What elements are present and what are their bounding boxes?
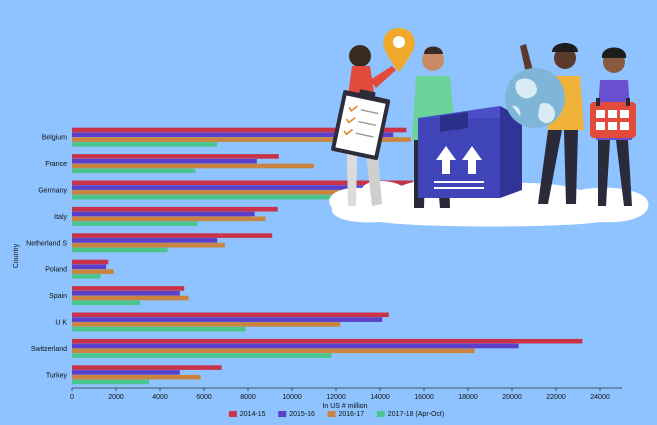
- bar-france-2016-17: [72, 163, 314, 169]
- location-pin-icon: [383, 28, 415, 72]
- bar-switzerland-2017-18-apr-oct-: [72, 353, 332, 358]
- bar-italy-2014-15: [72, 206, 278, 212]
- globe-icon: [505, 68, 565, 128]
- category-label: Turkey: [46, 372, 68, 379]
- x-tick-label: 18000: [458, 394, 478, 401]
- bar-belgium-2015-16: [72, 132, 394, 138]
- category-label: U K: [55, 320, 67, 327]
- calendar-icon: [590, 98, 636, 138]
- bar-france-2015-16: [72, 158, 257, 164]
- bar-turkey-2014-15: [72, 365, 222, 370]
- legend-swatch: [376, 411, 385, 417]
- x-tick-label: 14000: [370, 394, 390, 401]
- category-labels: Belgium France Germany Italy Netherland S Pol…: [26, 135, 67, 380]
- bars-group: [72, 127, 583, 385]
- legend-label: 2015-16: [289, 411, 315, 418]
- bar-netherland-s-2014-15: [72, 233, 273, 238]
- bar-spain-2014-15: [72, 286, 185, 291]
- clipboard-checklist-icon: [331, 89, 391, 161]
- bar-poland-2014-15: [72, 259, 109, 265]
- x-tick-label: 4000: [152, 394, 168, 401]
- bar-switzerland-2015-16: [72, 343, 519, 349]
- bar-netherland-s-2016-17: [72, 242, 225, 248]
- bar-poland-2017-18-apr-oct-: [72, 274, 101, 279]
- legend-swatch: [278, 411, 287, 417]
- category-label: France: [45, 161, 67, 168]
- bar-belgium-2016-17: [72, 137, 411, 142]
- bar-germany-2014-15: [72, 180, 413, 186]
- bar-spain-2015-16: [72, 290, 180, 296]
- bar-belgium-2017-18-apr-oct-: [72, 142, 218, 147]
- bar-switzerland-2016-17: [72, 348, 475, 354]
- bar-switzerland-2014-15: [72, 338, 583, 344]
- bar-poland-2016-17: [72, 269, 114, 274]
- x-tick-label: 0: [70, 394, 74, 401]
- bar-poland-2015-16: [72, 264, 107, 270]
- bar-france-2017-18-apr-oct-: [72, 168, 196, 174]
- x-tick-label: 16000: [414, 394, 434, 401]
- category-label: Germany: [38, 188, 67, 195]
- category-label: Spain: [49, 293, 67, 300]
- bar-turkey-2016-17: [72, 374, 201, 380]
- bar-turkey-2017-18-apr-oct-: [72, 379, 149, 385]
- bar-germany-2016-17: [72, 190, 420, 195]
- y-axis-title: Country: [13, 243, 20, 268]
- x-tick-label: 24000: [590, 394, 610, 401]
- x-tick-label: 8000: [240, 394, 256, 401]
- bar-u-k-2016-17: [72, 322, 341, 327]
- bar-spain-2017-18-apr-oct-: [72, 300, 141, 306]
- bar-france-2014-15: [72, 154, 279, 159]
- person-with-calendar: [590, 47, 636, 206]
- legend-label: 2014-15: [240, 411, 266, 418]
- category-label: Italy: [54, 214, 67, 221]
- bar-belgium-2014-15: [72, 127, 407, 133]
- bar-italy-2015-16: [72, 211, 255, 217]
- person-with-clipboard: [331, 45, 396, 206]
- person-with-globe: [505, 43, 584, 204]
- bar-u-k-2015-16: [72, 317, 383, 322]
- x-tick-label: 2000: [108, 394, 124, 401]
- category-label: Switzerland: [31, 346, 67, 353]
- bar-germany-2017-18-apr-oct-: [72, 194, 350, 200]
- x-axis-title: In US # million: [322, 403, 367, 410]
- x-tick-label: 6000: [196, 394, 212, 401]
- bar-u-k-2014-15: [72, 312, 389, 318]
- bar-netherland-s-2017-18-apr-oct-: [72, 247, 168, 253]
- category-label: Poland: [45, 267, 67, 274]
- x-tick-label: 10000: [282, 394, 302, 401]
- category-label: Belgium: [42, 135, 67, 142]
- category-label: Netherland S: [26, 240, 67, 247]
- x-tick-label: 22000: [546, 394, 566, 401]
- shipping-box-icon: [418, 106, 522, 198]
- x-tick-label: 20000: [502, 394, 522, 401]
- bar-italy-2016-17: [72, 216, 266, 222]
- bar-turkey-2015-16: [72, 370, 180, 375]
- bar-netherland-s-2015-16: [72, 238, 218, 243]
- legend: 2014-15 2015-16 2016-17 2017-18 (Apr-Oct): [228, 411, 444, 418]
- x-tick-label: 12000: [326, 394, 346, 401]
- legend-label: 2017-18 (Apr-Oct): [388, 411, 444, 418]
- bar-italy-2017-18-apr-oct-: [72, 221, 198, 226]
- legend-swatch: [228, 411, 237, 417]
- bar-u-k-2017-18-apr-oct-: [72, 326, 246, 332]
- legend-swatch: [327, 411, 336, 417]
- x-ticks: 0 2000 4000 6000 8000 10000 12000 14000 16000 180…: [70, 388, 610, 401]
- bar-germany-2015-16: [72, 185, 402, 190]
- bar-spain-2016-17: [72, 295, 189, 301]
- legend-label: 2016-17: [339, 411, 365, 418]
- logistics-illustration: [329, 28, 649, 227]
